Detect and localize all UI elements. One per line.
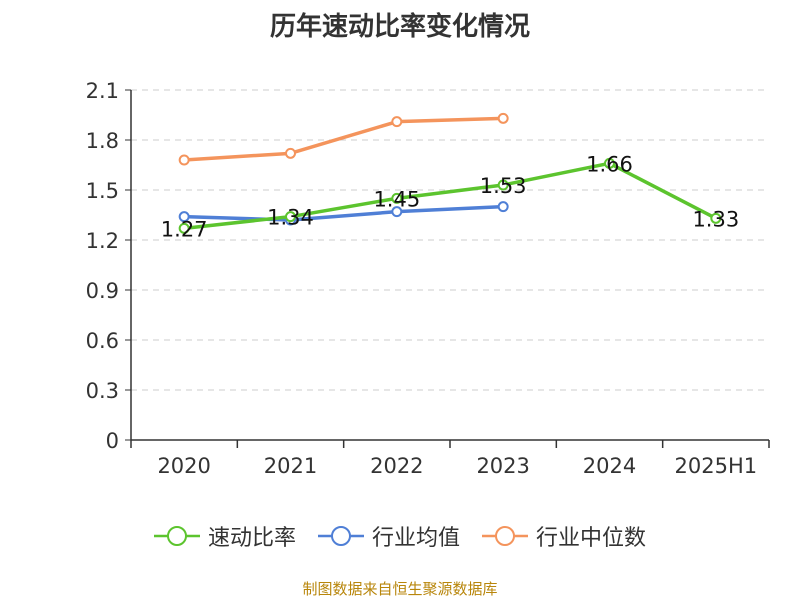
- y-tick-label: 0.9: [86, 279, 119, 303]
- data-point: [391, 206, 403, 218]
- data-label: 1.45: [373, 187, 420, 211]
- legend-label: 行业均值: [371, 526, 460, 551]
- data-point: [604, 157, 615, 169]
- x-tick-label: 2023: [476, 454, 529, 478]
- y-tick-label: 1.5: [86, 179, 119, 203]
- series-line: [184, 204, 504, 222]
- x-tick-label: 2025H1: [675, 454, 758, 478]
- y-tick-label: 2.1: [86, 79, 119, 103]
- y-tick-label: 0.3: [86, 379, 119, 403]
- legend-item[interactable]: 速动比率: [153, 520, 296, 552]
- series-line: [183, 161, 717, 231]
- data-point: [178, 211, 190, 223]
- source-note: 制图数据来自恒生聚源数据库: [302, 580, 498, 598]
- x-tick-label: 2024: [583, 454, 636, 478]
- data-point: [710, 212, 722, 224]
- data-label: 1.66: [586, 152, 633, 176]
- x-tick-label: 2022: [370, 454, 423, 478]
- data-point: [497, 201, 509, 213]
- legend-item[interactable]: 行业中位数: [482, 520, 646, 552]
- data-point: [497, 112, 509, 124]
- legend-label: 行业中位数: [536, 526, 647, 551]
- data-point: [391, 116, 403, 128]
- data-point: [285, 147, 296, 159]
- axes: 0 0.3 0.6 0.9 1.2 1.5 1.8 2.1 2020 2021 2022 2023 20…: [86, 79, 770, 478]
- y-tick-label: 1.8: [86, 129, 119, 153]
- chart-title: 历年速动比率变化情况: [269, 12, 530, 42]
- data-label: 1.33: [692, 207, 739, 231]
- data-point: [178, 154, 190, 166]
- legend-swatch-icon: [153, 526, 200, 546]
- series-line: [184, 116, 504, 162]
- data-labels: 1.27 1.34 1.45 1.53 1.66 1.33: [161, 152, 739, 241]
- x-tick-label: 2021: [264, 454, 317, 478]
- y-tick-label: 0: [106, 429, 119, 453]
- data-label: 1.53: [480, 174, 527, 198]
- y-tick-label: 0.6: [86, 329, 119, 353]
- x-tick-label: 2020: [157, 454, 210, 478]
- grid-lines: [131, 89, 769, 391]
- series-group: [178, 112, 722, 234]
- data-point: [497, 179, 509, 191]
- data-point: [178, 222, 190, 234]
- data-point: [285, 211, 296, 223]
- legend-swatch-icon: [317, 526, 364, 546]
- legend-label: 速动比率: [207, 526, 296, 551]
- legend-swatch-icon: [482, 526, 528, 546]
- data-label: 1.27: [161, 217, 208, 241]
- legend-item[interactable]: 行业均值: [317, 520, 460, 552]
- data-point: [391, 192, 403, 204]
- data-label: 1.34: [267, 206, 314, 230]
- y-tick-label: 1.2: [86, 229, 119, 253]
- legend: 速动比率 行业均值 行业中位数: [0, 520, 800, 552]
